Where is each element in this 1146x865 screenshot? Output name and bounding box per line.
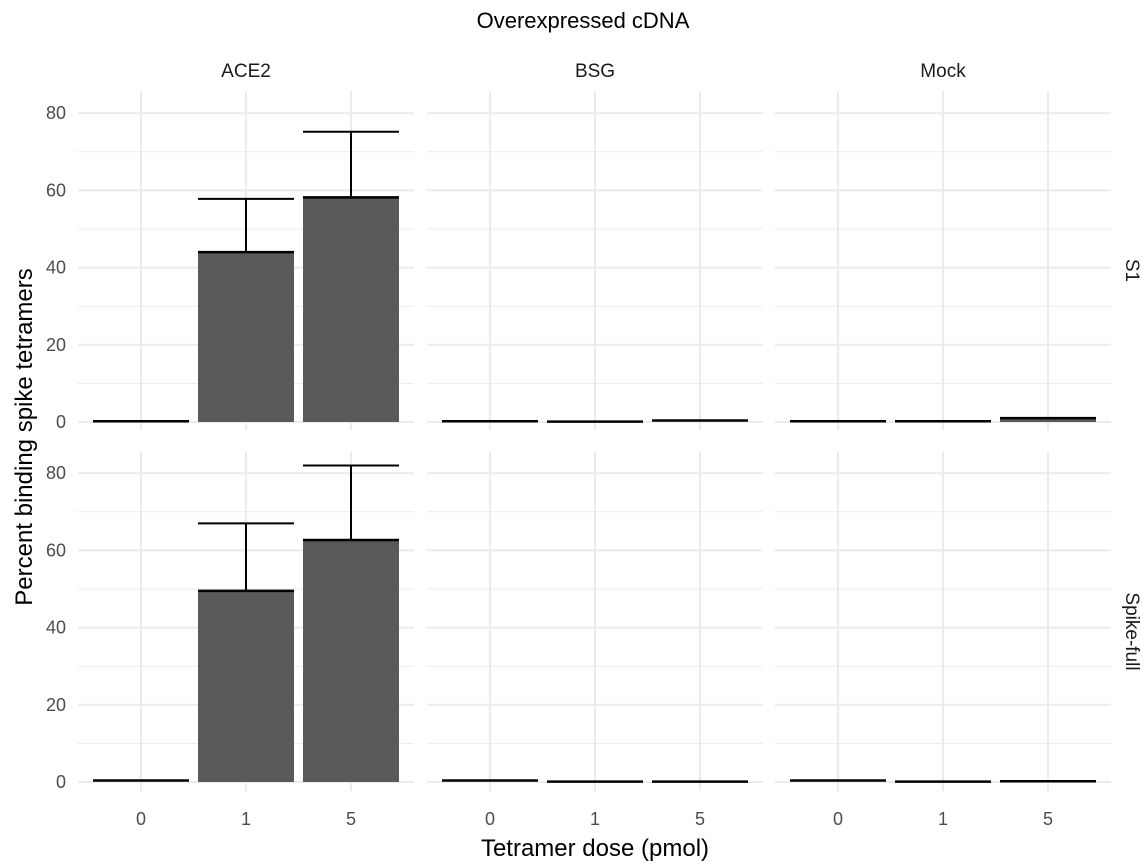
column-strip-bsg: BSG	[575, 61, 615, 82]
column-strip-mock: Mock	[920, 61, 966, 82]
x-tick-label: 0	[136, 809, 146, 829]
bar-dose-1	[198, 252, 294, 422]
x-tick-label: 5	[1043, 809, 1053, 829]
bar-dose-5	[303, 539, 399, 782]
panel-spike-full-bsg	[427, 452, 763, 791]
y-tick-label: 80	[46, 103, 66, 123]
panel-s1-bsg	[427, 91, 763, 430]
x-axis-label: Tetramer dose (pmol)	[481, 835, 709, 862]
panel-spike-full-ace2	[78, 452, 414, 791]
x-tick-label: 5	[695, 809, 705, 829]
y-tick-label: 40	[46, 618, 66, 638]
bar-dose-5	[303, 197, 399, 422]
y-tick-label: 20	[46, 695, 66, 715]
y-tick-label: 0	[56, 412, 66, 432]
x-tick-label: 1	[590, 809, 600, 829]
y-tick-label: 60	[46, 180, 66, 200]
y-tick-label: 80	[46, 463, 66, 483]
x-tick-label: 0	[833, 809, 843, 829]
column-strip-ace2: ACE2	[221, 61, 271, 82]
y-tick-label: 60	[46, 540, 66, 560]
x-tick-label: 0	[485, 809, 495, 829]
panel-spike-full-mock	[775, 452, 1111, 791]
y-tick-label: 40	[46, 258, 66, 278]
chart-title: Overexpressed cDNA	[477, 8, 690, 33]
panel-s1-mock	[775, 91, 1111, 430]
x-tick-label: 5	[346, 809, 356, 829]
x-tick-label: 1	[241, 809, 251, 829]
bar-dose-1	[198, 590, 294, 782]
y-tick-label: 20	[46, 335, 66, 355]
y-axis-label: Percent binding spike tetramers	[11, 268, 38, 606]
bar-dose-5	[1000, 418, 1096, 422]
panel-s1-ace2	[78, 91, 414, 430]
y-tick-label: 0	[56, 772, 66, 792]
row-strip-s1: S1	[1121, 259, 1142, 282]
x-tick-label: 1	[938, 809, 948, 829]
row-strip-spike-full: Spike-full	[1121, 592, 1142, 670]
facet-panels: ACE2 BSG Mock S1 Spike-full 0 20 40 60 80 0 20 40 60 8…	[46, 61, 1142, 829]
